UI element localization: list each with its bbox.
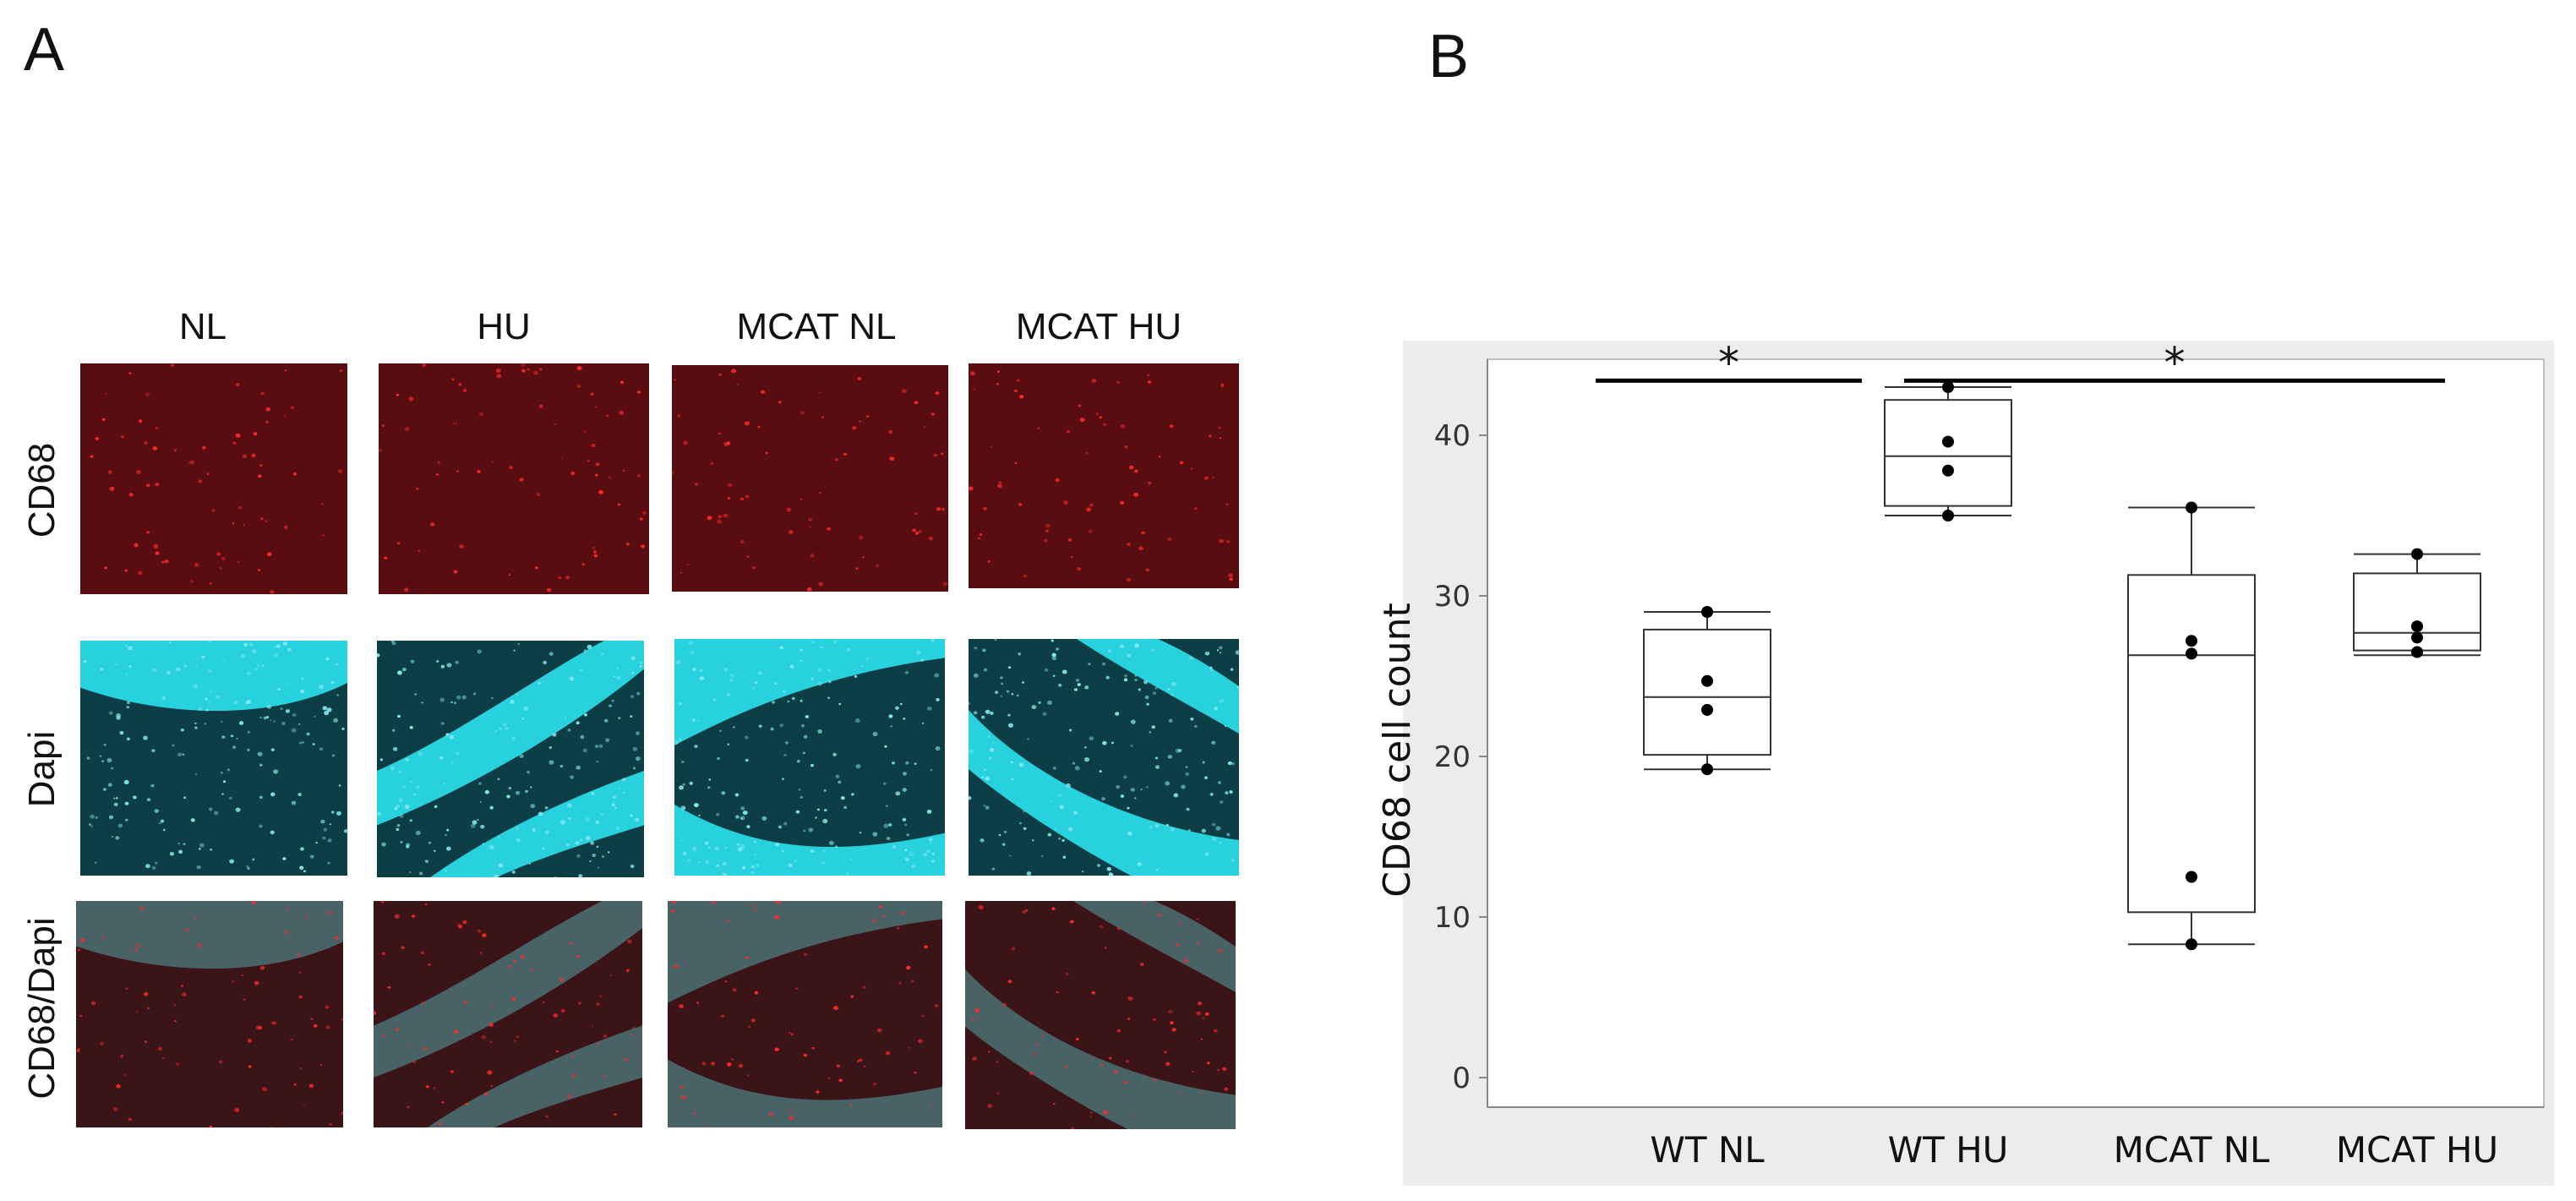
box-wt-nl: [1643, 606, 1771, 776]
y-axis-label: CD68 cell count: [1376, 603, 1419, 897]
data-point: [2186, 647, 2197, 660]
data-point: [1701, 674, 1713, 687]
image-merge-hu: [374, 901, 642, 1127]
x-category-label: MCAT NL: [2114, 1129, 2270, 1171]
data-point: [1942, 381, 1954, 393]
y-tick-label: 30: [1434, 580, 1471, 614]
box-plot-panel: 0 10 20 30 40 WT NL WT HU MCAT NL MCAT HU * * CD…: [1344, 334, 2576, 1201]
image-cd68-nl: [80, 363, 347, 594]
image-dapi-mcat-nl: [674, 639, 945, 876]
x-axis: WT NL WT HU MCAT NL MCAT HU: [1487, 1106, 2544, 1171]
column-header-mcat-hu: MCAT HU: [1015, 306, 1182, 347]
data-point: [1701, 703, 1713, 716]
column-header-hu: HU: [477, 306, 531, 347]
row-label-cd68: CD68: [21, 442, 63, 538]
x-category-label: WT HU: [1888, 1129, 2009, 1171]
data-point: [2411, 631, 2423, 644]
data-point: [2186, 871, 2197, 883]
image-merge-mcat-hu: [965, 901, 1236, 1129]
x-category-label: MCAT HU: [2336, 1129, 2498, 1171]
data-point: [2186, 635, 2197, 647]
image-cd68-hu: [379, 363, 649, 594]
significance-star: *: [1718, 338, 1739, 387]
box-iqr: [2127, 574, 2256, 914]
boxes: [1643, 381, 2481, 951]
x-category-label: WT NL: [1650, 1129, 1765, 1171]
data-point: [1942, 510, 1954, 521]
data-point: [2411, 548, 2423, 560]
y-tick-label: 20: [1434, 740, 1471, 774]
row-label-cd68-dapi: CD68/Dapi: [21, 917, 63, 1100]
image-dapi-hu: [377, 641, 644, 877]
data-point: [2411, 620, 2423, 633]
image-cd68-mcat-hu: [969, 363, 1239, 588]
data-point: [1701, 763, 1713, 776]
y-tick-label: 0: [1452, 1062, 1471, 1095]
data-point: [2186, 938, 2197, 951]
significance-star: *: [2164, 338, 2186, 387]
y-tick-label: 10: [1434, 901, 1471, 935]
box-iqr: [1884, 399, 2012, 507]
image-cd68-mcat-nl: [672, 365, 948, 592]
image-dapi-mcat-hu: [969, 639, 1239, 876]
box-wt-hu: [1884, 381, 2012, 521]
significance-bars: * *: [1596, 338, 2445, 387]
box-mcat-nl: [2127, 501, 2256, 951]
image-merge-nl: [76, 901, 343, 1127]
data-point: [1942, 435, 1954, 448]
data-point: [2411, 646, 2423, 658]
column-header-mcat-nl: MCAT NL: [736, 306, 897, 347]
image-merge-mcat-nl: [668, 901, 942, 1127]
box-iqr: [1643, 628, 1771, 756]
data-point: [1701, 606, 1713, 618]
data-point: [1942, 464, 1954, 477]
y-tick-label: 40: [1434, 419, 1471, 453]
panel-b-label: B: [1428, 23, 1470, 90]
column-header-nl: NL: [178, 306, 227, 347]
row-label-dapi: Dapi: [21, 730, 63, 808]
box-mcat-hu: [2353, 548, 2481, 658]
image-dapi-nl: [80, 641, 347, 876]
data-point: [2186, 501, 2197, 514]
y-axis: 0 10 20 30 40: [1434, 359, 1488, 1107]
panel-a-label: A: [24, 16, 65, 84]
